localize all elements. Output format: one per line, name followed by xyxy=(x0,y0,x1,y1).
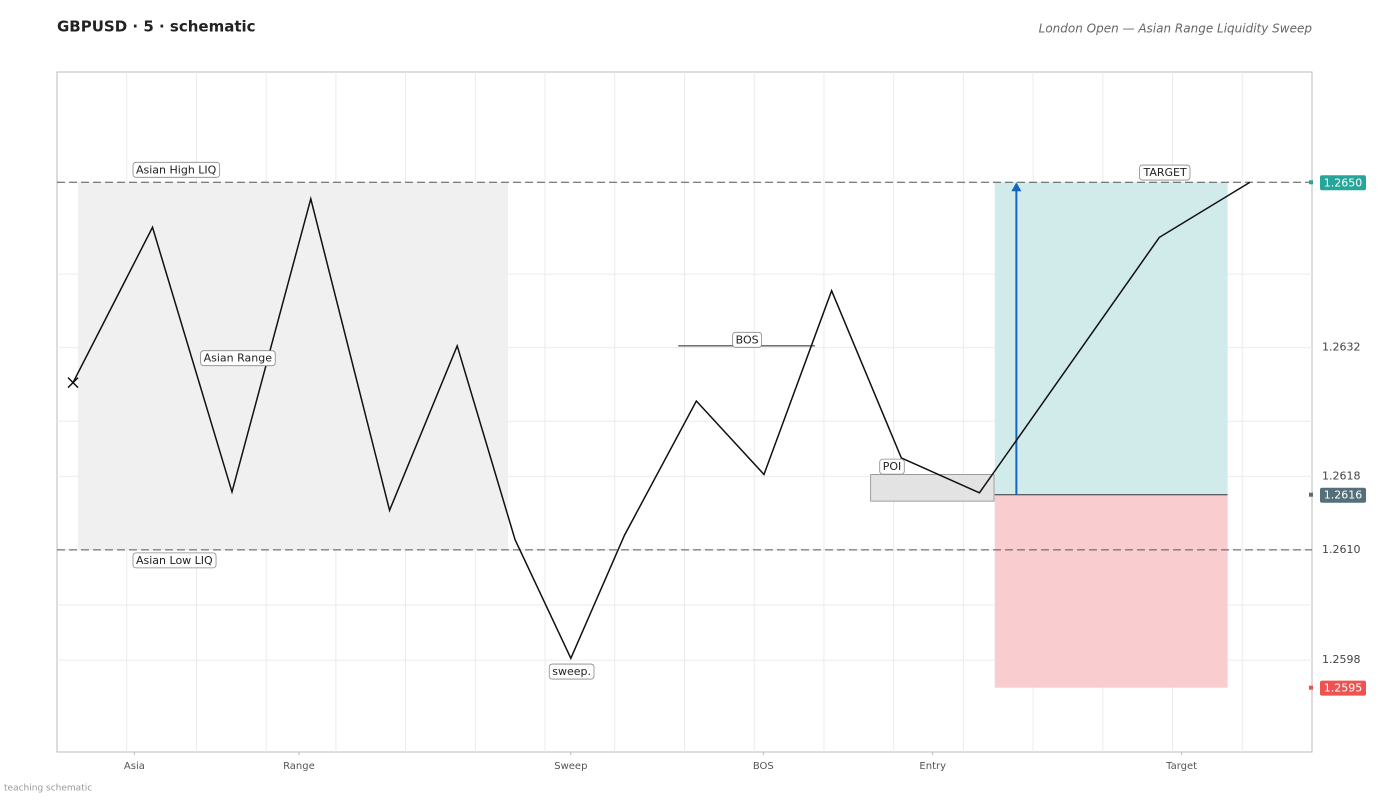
annotation: POI xyxy=(883,460,902,473)
annotation: Asian High LIQ xyxy=(136,163,217,176)
price-tick xyxy=(1309,685,1313,690)
zone xyxy=(994,494,1228,688)
annotation-box xyxy=(132,161,221,178)
annotation: Asian Low LIQ xyxy=(136,554,213,567)
price-tick xyxy=(1309,180,1313,185)
annotation-box xyxy=(200,350,276,367)
zone xyxy=(77,182,509,550)
footer: teaching schematic xyxy=(4,784,92,794)
start-marker xyxy=(67,377,79,389)
price-badge xyxy=(1320,487,1366,503)
price-line xyxy=(72,181,1251,661)
y-tick-label: 1.2598 xyxy=(1322,653,1361,666)
x-tick-label: Entry xyxy=(919,761,946,772)
x-tick-label: Target xyxy=(1165,761,1197,772)
price-tick xyxy=(1309,492,1313,497)
x-tick-label: Asia xyxy=(124,761,145,772)
price-badge-label: 1.2595 xyxy=(1324,682,1363,695)
zone xyxy=(994,182,1228,495)
annotation: Asian Range xyxy=(204,352,273,365)
chart-title: GBPUSD · 5 · schematic xyxy=(57,18,256,36)
arrow-head xyxy=(1011,182,1022,192)
annotation: TARGET xyxy=(1142,166,1187,179)
annotation-box xyxy=(548,663,595,680)
x-tick-label: Range xyxy=(283,761,315,772)
annotation: BOS xyxy=(736,333,759,346)
zone xyxy=(870,474,995,502)
x-tick-label: Sweep xyxy=(554,761,587,772)
y-tick-label: 1.2610 xyxy=(1322,543,1361,556)
y-tick-label: 1.2618 xyxy=(1322,469,1361,482)
annotation-box xyxy=(1139,164,1191,181)
price-badge-label: 1.2616 xyxy=(1324,489,1363,502)
x-tick-label: BOS xyxy=(753,761,774,772)
price-badge-label: 1.2650 xyxy=(1324,176,1363,189)
price-badge xyxy=(1320,175,1366,191)
annotation: sweep. xyxy=(552,665,591,678)
price-badge xyxy=(1320,680,1366,696)
annotation-box xyxy=(732,331,763,348)
annotation-box xyxy=(879,458,905,475)
annotation-box xyxy=(132,552,217,569)
chart-subtitle: London Open — Asian Range Liquidity Swee… xyxy=(1039,22,1313,36)
y-tick-label: 1.2632 xyxy=(1322,341,1361,354)
